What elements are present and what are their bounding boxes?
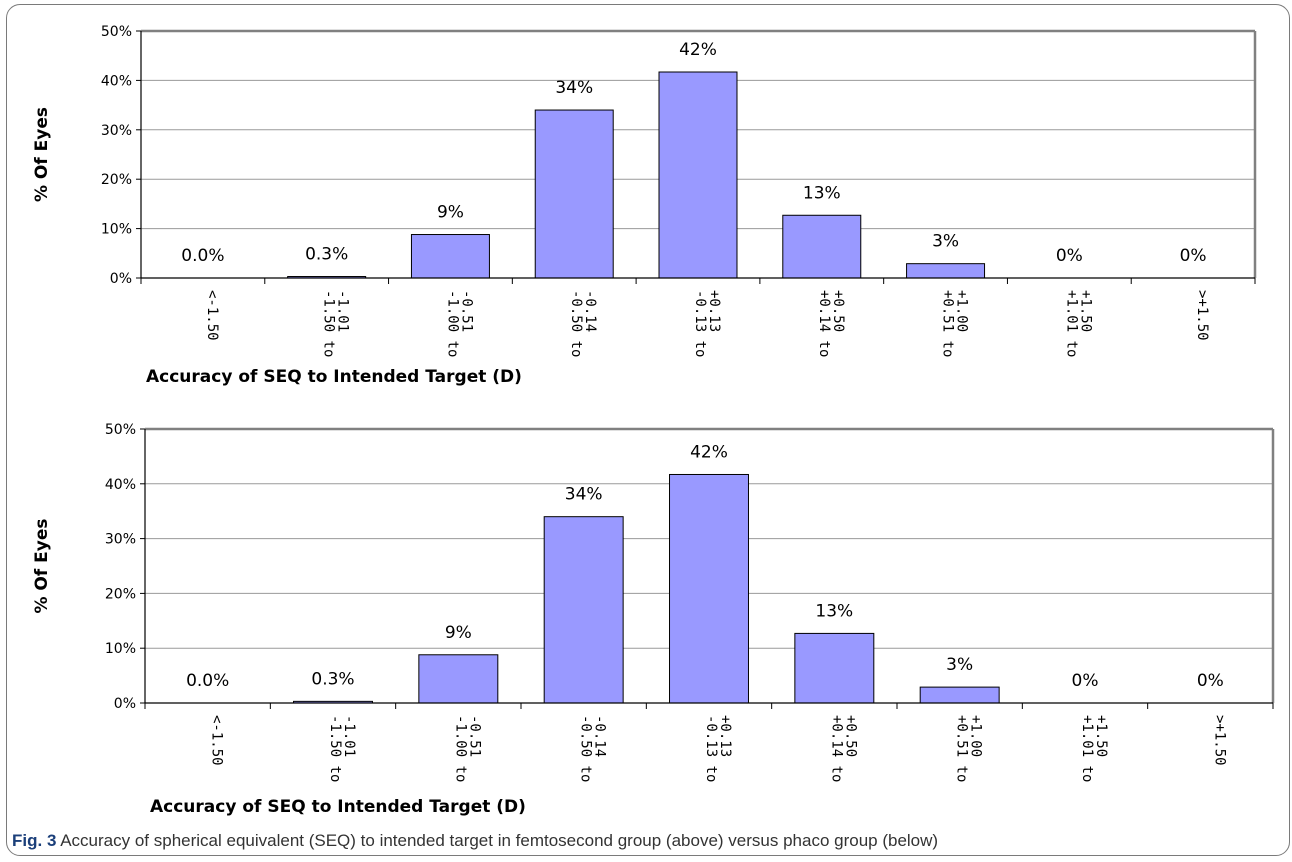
category-label: +0.13 (706, 290, 722, 332)
y-tick-label: 20% (105, 586, 136, 602)
data-label: 0.0% (186, 671, 229, 691)
y-tick-label: 40% (101, 73, 132, 89)
data-label: 9% (437, 203, 464, 223)
category-label: +1.50 (1077, 290, 1093, 332)
category-label: +0.14 to (828, 715, 844, 782)
x-axis-title: Accuracy of SEQ to Intended Target (D) (146, 367, 522, 387)
category-label: +1.01 to (1079, 715, 1095, 782)
data-label: 3% (946, 655, 973, 675)
bar (919, 686, 1000, 704)
y-tick-label: 0% (114, 696, 136, 712)
category-label: +1.00 (954, 290, 970, 332)
figure-frame (6, 4, 1290, 856)
bar (534, 109, 614, 279)
data-label: 9% (445, 623, 472, 643)
data-label: 0.0% (181, 246, 224, 266)
data-label: 34% (555, 78, 593, 98)
y-tick-label: 0% (110, 271, 132, 287)
data-label: 42% (679, 40, 717, 60)
data-label: 0% (1072, 671, 1099, 691)
y-axis-title: % Of Eyes (32, 518, 52, 613)
bar (418, 654, 499, 704)
figure-number: Fig. 3 (12, 831, 57, 850)
category-label: -0.50 to (568, 290, 584, 357)
category-label: +1.50 (1093, 715, 1109, 757)
category-label: +0.14 to (816, 290, 832, 357)
category-label: -0.14 (582, 290, 598, 332)
category-label: +0.51 to (954, 715, 970, 782)
category-label: -0.50 to (578, 715, 594, 782)
data-label: 0.3% (305, 245, 348, 265)
category-label: -0.13 to (703, 715, 719, 782)
caption-text: Accuracy of spherical equivalent (SEQ) t… (60, 831, 939, 850)
y-tick-label: 30% (101, 123, 132, 139)
category-label: <-1.50 (204, 290, 220, 341)
y-axis-title: % Of Eyes (32, 107, 52, 202)
chart-2: 0% 10% 20% 30% 40% 50% 0.0% 0.3% 9% 34% 42% 13% 3% 0%… (32, 422, 1275, 817)
data-label: 34% (565, 485, 603, 505)
category-label: +0.51 to (940, 290, 956, 357)
bar (543, 516, 624, 704)
y-tick-label: 50% (105, 422, 136, 438)
figure-caption: Fig. 3 Accuracy of spherical equivalent … (12, 831, 938, 851)
data-label: 0% (1056, 246, 1083, 266)
data-label: 42% (690, 442, 728, 462)
bar (669, 473, 749, 704)
category-label: -1.00 to (444, 290, 460, 357)
category-label: -1.01 (335, 290, 351, 332)
category-label: <-1.50 (209, 715, 225, 766)
y-tick-label: 10% (101, 222, 132, 238)
category-label: +0.50 (842, 715, 858, 757)
category-label: -0.14 (592, 715, 608, 757)
category-label: >+1.50 (1211, 715, 1227, 766)
category-label: -1.50 to (327, 715, 343, 782)
category-label: -1.01 (341, 715, 357, 757)
data-label: 0.3% (311, 669, 354, 689)
bar (410, 234, 490, 279)
data-label: 0% (1180, 246, 1207, 266)
y-tick-label: 10% (105, 641, 136, 657)
y-tick-label: 30% (105, 532, 136, 548)
bar (906, 263, 986, 279)
category-label: -1.00 to (452, 715, 468, 782)
x-axis-title: Accuracy of SEQ to Intended Target (D) (150, 797, 526, 817)
bar (794, 632, 875, 704)
category-label: -0.51 (458, 290, 474, 332)
category-label: -0.13 to (692, 290, 708, 357)
bar (658, 71, 738, 279)
category-label: +1.01 to (1063, 290, 1079, 357)
data-label: 3% (932, 232, 959, 252)
category-label: -1.50 to (321, 290, 337, 357)
category-label: +0.13 (717, 715, 733, 757)
bar (782, 214, 862, 279)
category-label: >+1.50 (1194, 290, 1210, 341)
data-label: 13% (815, 601, 853, 621)
data-label: 0% (1197, 671, 1224, 691)
category-label: +1.00 (968, 715, 984, 757)
data-label: 13% (803, 183, 841, 203)
y-tick-label: 40% (105, 477, 136, 493)
y-tick-label: 50% (101, 24, 132, 40)
category-label: -0.51 (466, 715, 482, 757)
chart-1: 0% 10% 20% 30% 40% 50% 0.0% 0.3% 9% 34% 42% 13% 3% 0%… (32, 24, 1257, 387)
category-label: +0.50 (830, 290, 846, 332)
y-tick-label: 20% (101, 172, 132, 188)
